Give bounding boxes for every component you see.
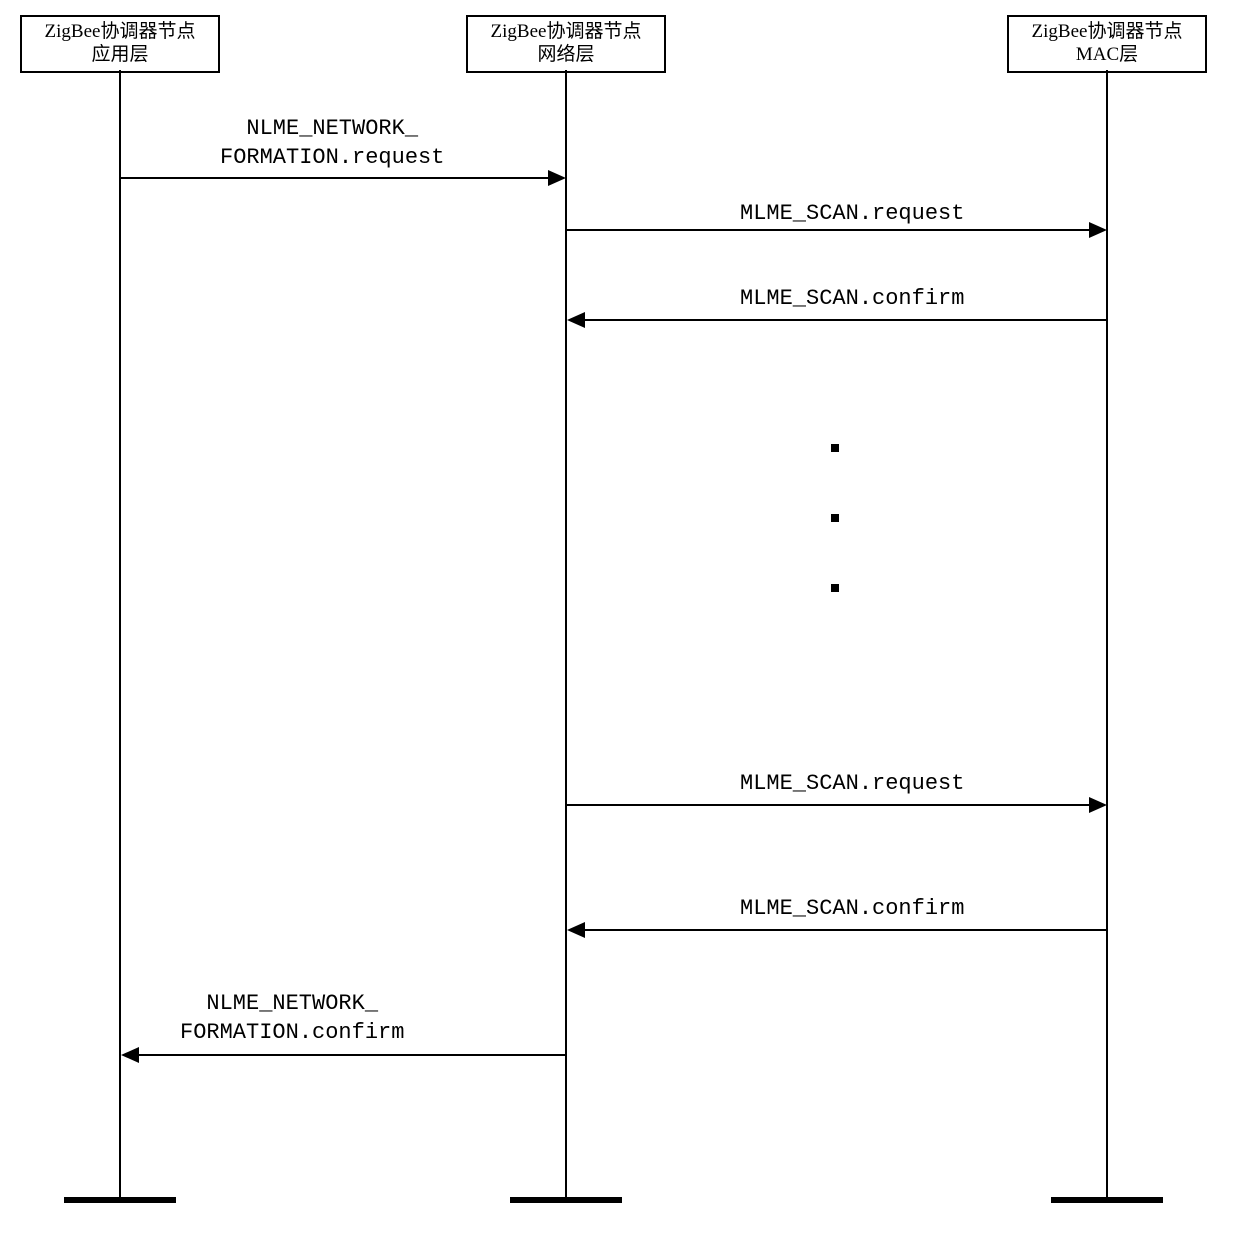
lifeline-box-app: ZigBee协调器节点 应用层	[20, 15, 220, 73]
lifeline-foot-app	[64, 1197, 176, 1203]
message-arrow-m4	[567, 804, 1092, 806]
lifeline-title: ZigBee协调器节点	[474, 21, 658, 44]
lifeline-app	[119, 70, 121, 1200]
message-label-m2: MLME_SCAN.request	[740, 200, 964, 229]
message-arrow-m2	[567, 229, 1092, 231]
arrowhead-left-icon	[567, 312, 585, 328]
arrowhead-right-icon	[1089, 797, 1107, 813]
arrowhead-left-icon	[567, 922, 585, 938]
arrowhead-right-icon	[548, 170, 566, 186]
arrowhead-right-icon	[1089, 222, 1107, 238]
message-arrow-m6	[134, 1054, 567, 1056]
lifeline-subtitle: 网络层	[474, 44, 658, 67]
lifeline-box-net: ZigBee协调器节点 网络层	[466, 15, 666, 73]
lifeline-box-mac: ZigBee协调器节点 MAC层	[1007, 15, 1207, 73]
lifeline-foot-mac	[1051, 1197, 1163, 1203]
message-label-m6: NLME_NETWORK_ FORMATION.confirm	[180, 990, 404, 1047]
message-label-m1: NLME_NETWORK_ FORMATION.request	[220, 115, 444, 172]
ellipsis-dot	[831, 444, 839, 452]
message-label-m5: MLME_SCAN.confirm	[740, 895, 964, 924]
lifeline-subtitle: 应用层	[28, 44, 212, 67]
ellipsis-dot	[831, 584, 839, 592]
lifeline-mac	[1106, 70, 1108, 1200]
message-arrow-m5	[580, 929, 1107, 931]
lifeline-net	[565, 70, 567, 1200]
ellipsis-dot	[831, 514, 839, 522]
lifeline-title: ZigBee协调器节点	[1015, 21, 1199, 44]
lifeline-subtitle: MAC层	[1015, 44, 1199, 67]
message-label-m4: MLME_SCAN.request	[740, 770, 964, 799]
lifeline-title: ZigBee协调器节点	[28, 21, 212, 44]
arrowhead-left-icon	[121, 1047, 139, 1063]
lifeline-foot-net	[510, 1197, 622, 1203]
message-arrow-m1	[121, 177, 551, 179]
message-label-m3: MLME_SCAN.confirm	[740, 285, 964, 314]
message-arrow-m3	[580, 319, 1107, 321]
